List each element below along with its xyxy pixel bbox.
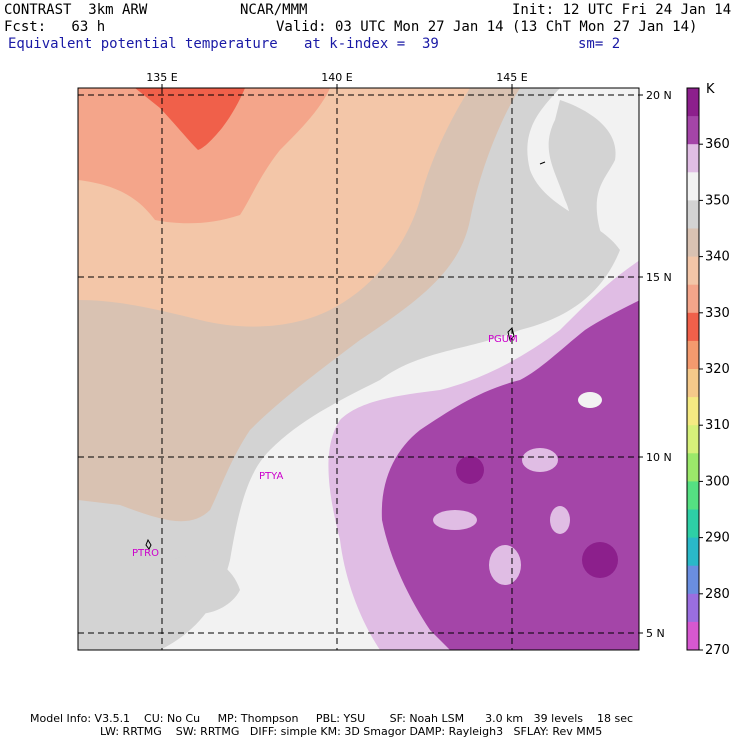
colorbar-labels: 360 350 340 330 320 310 300 290 280 270 (699, 137, 730, 658)
colorbar-unit: K (706, 82, 715, 97)
colorbar-swatch (687, 88, 699, 117)
colorbar-swatch (687, 144, 699, 173)
colorbar-swatch (687, 509, 699, 539)
lon-label-140e: 140 E (321, 71, 352, 84)
field-dark-patch-2 (582, 542, 618, 578)
colorbar-swatch (687, 369, 699, 398)
init-time: Init: 12 UTC Fri 24 Jan 14 (512, 2, 732, 18)
forecast-hour: Fcst: 63 h (4, 19, 106, 35)
field-hole-1 (433, 510, 477, 530)
station-label-ptya: PTYA (259, 471, 283, 482)
lat-label-5n: 5 N (646, 627, 665, 640)
colorbar-swatch (687, 256, 699, 286)
colorbar-label: 280 (705, 587, 730, 602)
field-hole-5 (550, 506, 570, 534)
model-title: CONTRAST 3km ARW (4, 2, 148, 18)
colorbar-swatch (687, 116, 699, 145)
theta-e-field (78, 88, 639, 650)
field-purple-365 (381, 300, 639, 650)
colorbar-swatch (687, 228, 699, 258)
organization-label: NCAR/MMM (240, 2, 308, 18)
model-level: at k-index = 39 (304, 36, 439, 52)
field-salmon-335 (78, 88, 330, 224)
lon-label-135e: 135 E (146, 71, 177, 84)
colorbar-label: 310 (705, 418, 730, 433)
colorbar-label: 340 (705, 250, 730, 265)
map-frame (77, 87, 640, 651)
field-hole-4 (578, 392, 602, 408)
colorbar-swatch (687, 621, 699, 651)
colorbar-swatch (687, 593, 699, 623)
colorbar (686, 87, 700, 651)
field-hole-2 (522, 448, 558, 472)
smoothing-label: sm= 2 (578, 36, 621, 52)
valid-time: Valid: 03 UTC Mon 27 Jan 14 (13 ChT Mon … (276, 19, 698, 35)
colorbar-swatch (687, 397, 699, 426)
colorbar-swatch (687, 481, 699, 510)
field-gray-patch-right (548, 100, 616, 266)
palau-island-outline (145, 538, 152, 550)
colorbar-label: 290 (705, 531, 730, 546)
field-dark-patch-1 (456, 456, 484, 484)
station-label-pgum: PGUM (488, 334, 518, 345)
colorbar-swatch (687, 284, 699, 314)
field-name: Equivalent potential temperature (8, 36, 278, 52)
northern-island-outline (539, 161, 546, 165)
colorbar-label: 350 (705, 193, 730, 208)
colorbar-swatch (687, 200, 699, 229)
colorbar-label: 330 (705, 306, 730, 321)
colorbar-swatch (687, 172, 699, 201)
guam-island-outline (507, 327, 515, 341)
colorbar-swatch (687, 565, 699, 595)
colorbar-swatch (687, 537, 699, 567)
graticule (78, 88, 639, 650)
lat-label-15n: 15 N (646, 271, 672, 284)
colorbar-swatch (687, 312, 699, 342)
colorbar-swatch (687, 453, 699, 482)
axis-ticks (161, 84, 643, 634)
field-gray-patch-bl (164, 556, 240, 614)
lat-label-20n: 20 N (646, 89, 672, 102)
colorbar-label: 270 (705, 643, 730, 658)
colorbar-label: 300 (705, 474, 730, 489)
lon-label-145e: 145 E (496, 71, 527, 84)
model-info-line-1: Model Info: V3.5.1 CU: No Cu MP: Thompso… (30, 712, 634, 725)
station-label-ptro: PTRO (132, 548, 159, 559)
colorbar-label: 360 (705, 137, 730, 152)
colorbar-label: 320 (705, 362, 730, 377)
field-hole-3 (489, 545, 521, 585)
model-info-line-2: LW: RRTMG SW: RRTMG DIFF: simple KM: 3D … (100, 725, 603, 738)
lat-label-10n: 10 N (646, 451, 672, 464)
colorbar-swatch (687, 425, 699, 454)
colorbar-swatch (687, 340, 699, 370)
